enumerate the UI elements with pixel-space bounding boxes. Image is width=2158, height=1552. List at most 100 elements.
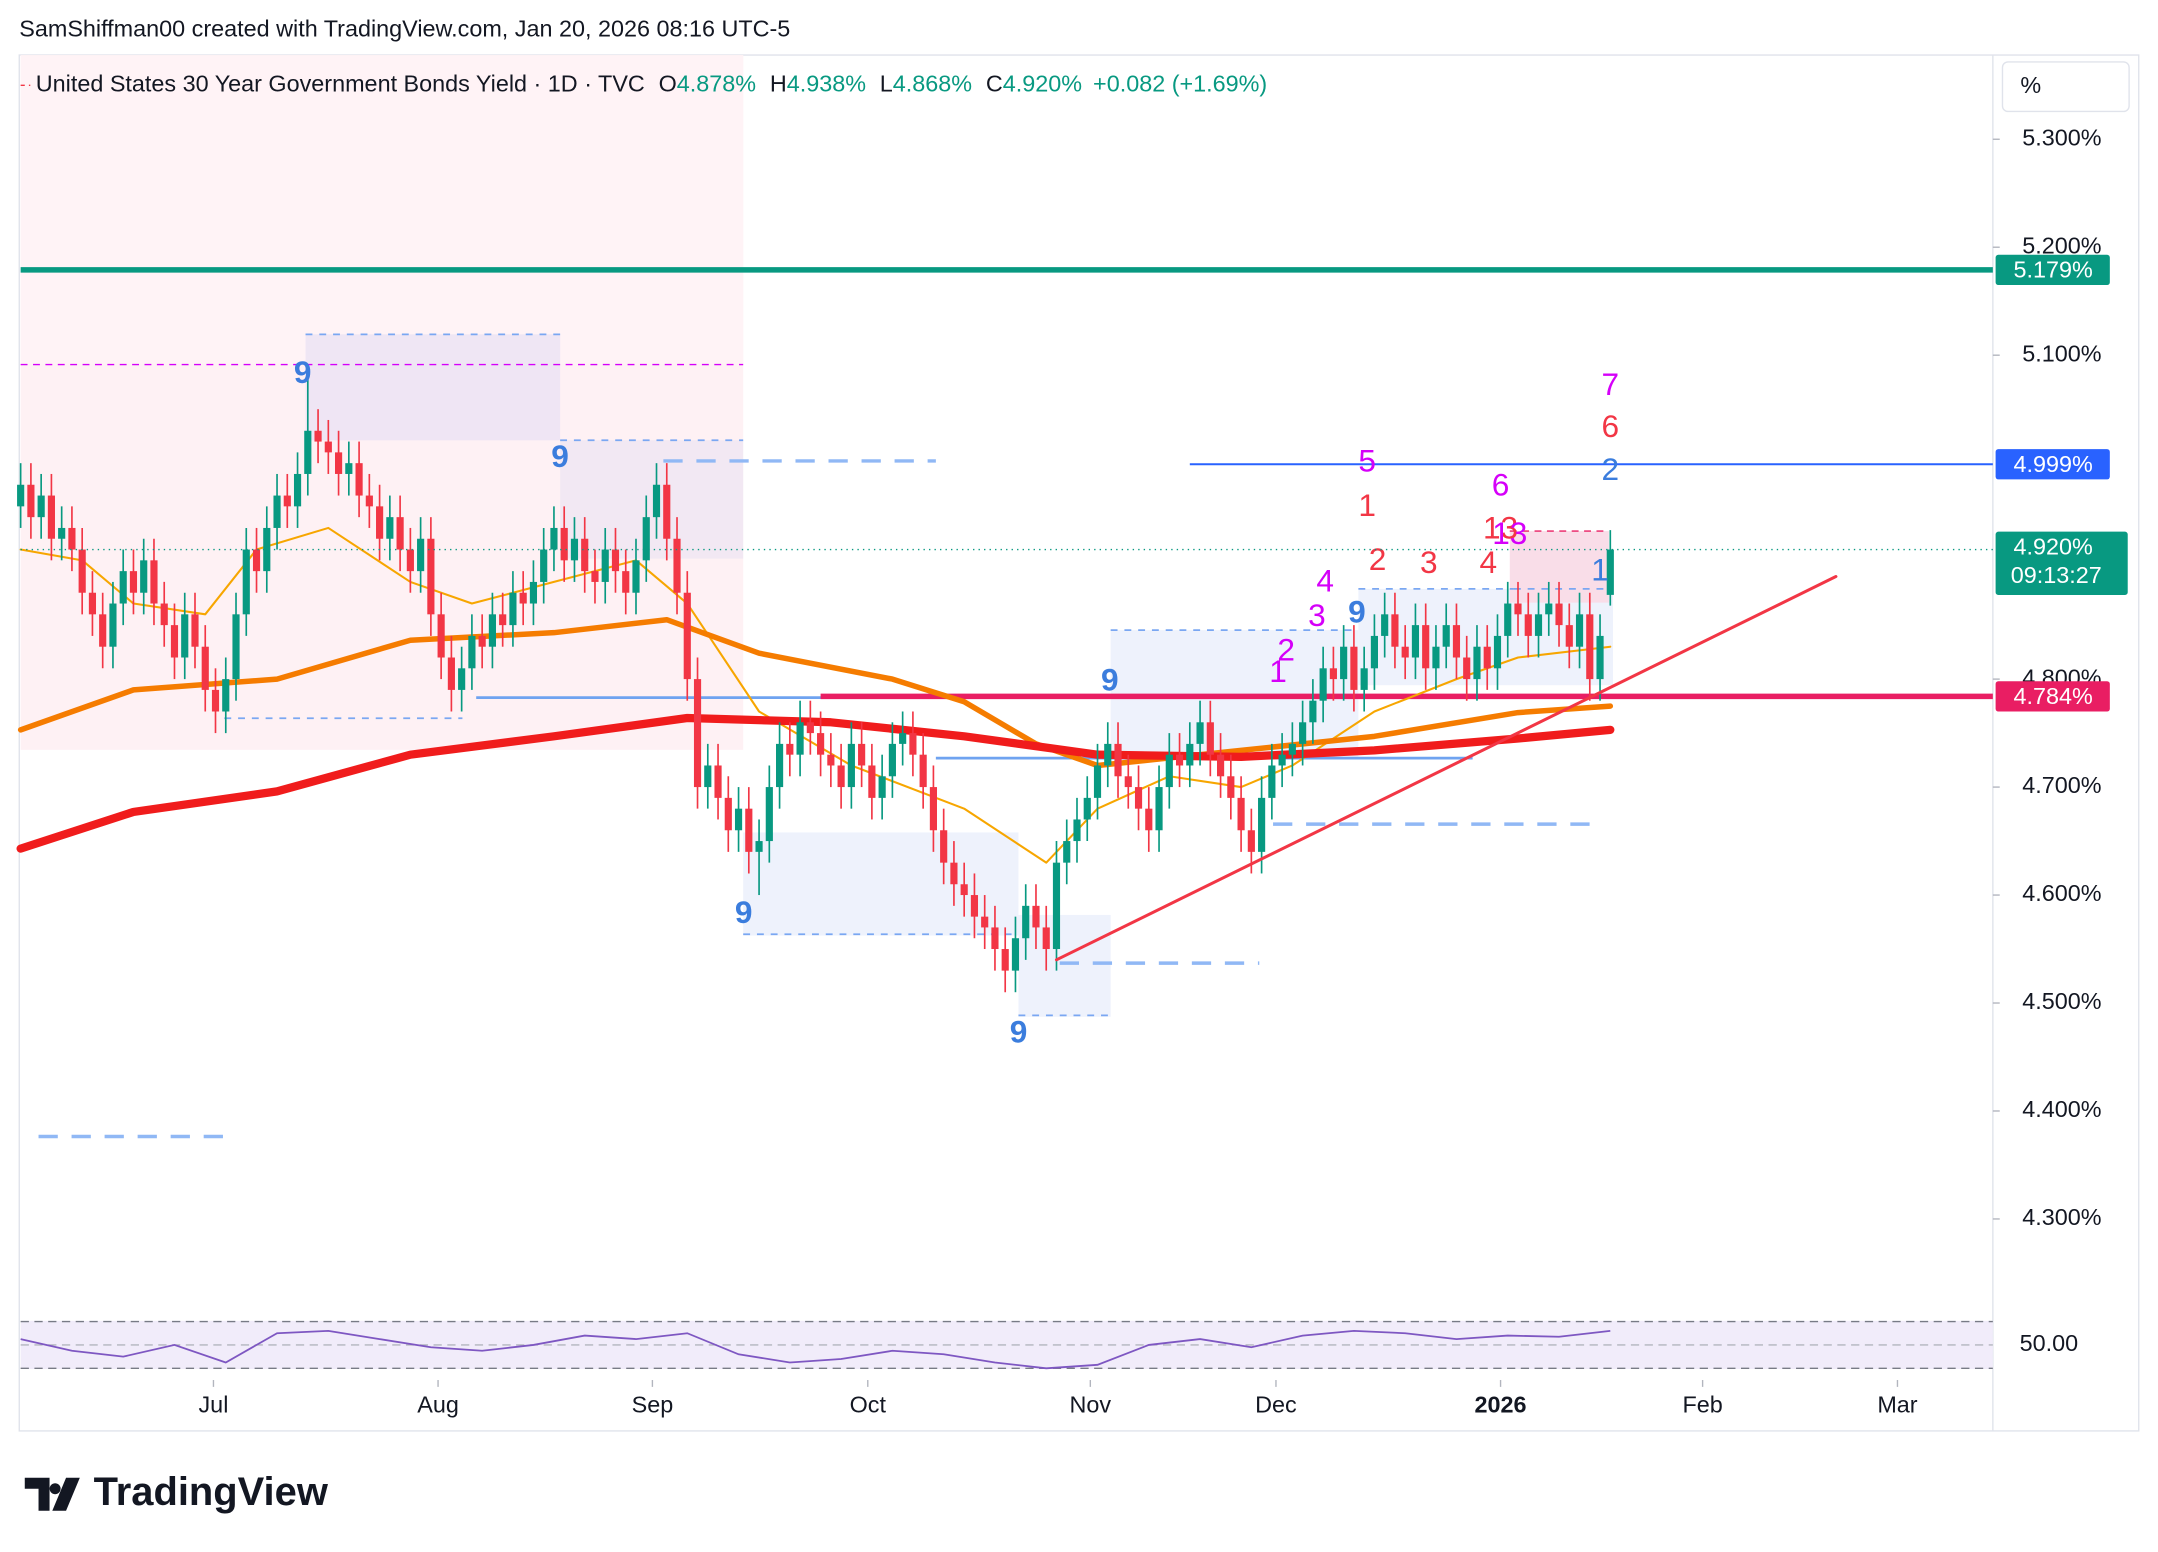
count-label: 9 <box>294 354 312 390</box>
candle-body <box>1155 787 1163 831</box>
logo <box>24 1477 80 1511</box>
candle-body <box>1237 797 1245 831</box>
candle-body <box>1268 765 1276 798</box>
candle-body <box>1350 646 1358 690</box>
count-label: 9 <box>735 894 753 930</box>
candle-body <box>129 571 138 593</box>
candle-body <box>817 733 825 755</box>
candle-body <box>693 679 702 788</box>
candle-body <box>1083 797 1091 820</box>
candle-body <box>950 862 958 885</box>
candle-body <box>283 495 291 507</box>
candle-body <box>88 592 97 615</box>
candle-body <box>365 495 373 507</box>
logo-text: TradingView <box>94 1470 329 1514</box>
candle-body <box>211 689 220 712</box>
candle-body <box>1206 722 1214 755</box>
last-price-label: 4.920% <box>2013 533 2092 559</box>
candle-body <box>242 549 250 615</box>
candle-body <box>847 743 855 788</box>
candle-body <box>570 538 579 561</box>
candle-body <box>1514 603 1522 615</box>
candle-body <box>1473 646 1481 680</box>
candle-body <box>1258 797 1266 852</box>
candle-body <box>1565 625 1573 647</box>
candle-body <box>1001 949 1009 971</box>
candle-body <box>745 808 753 852</box>
candle-body <box>1442 625 1450 647</box>
count-label: 9 <box>551 438 569 474</box>
zone <box>1018 914 1111 1017</box>
count-label: 6 <box>1602 408 1620 444</box>
candle-body <box>1483 646 1491 669</box>
candle-body <box>1432 646 1440 669</box>
candle-body <box>909 733 917 755</box>
candle-body <box>509 592 517 626</box>
change: +0.082 (+1.69%) <box>1093 70 1267 96</box>
x-tick-label: 2026 <box>1475 1391 1527 1417</box>
candle-body <box>355 463 363 496</box>
candle-body <box>755 841 763 852</box>
ohlc-name: H <box>770 70 787 96</box>
level-badge <box>1995 449 2110 480</box>
candle-body <box>1340 646 1348 680</box>
candle-body <box>252 549 261 572</box>
unit[interactable]: % <box>2020 72 2041 98</box>
candle-body <box>150 560 158 604</box>
candle-body <box>1073 819 1081 842</box>
candle-body <box>981 916 989 928</box>
candle-body <box>406 549 414 572</box>
ohlc-name: L <box>880 70 893 96</box>
zone <box>20 55 744 365</box>
ohlc-name: C <box>986 70 1003 96</box>
candle-body <box>1093 765 1102 798</box>
candle-body <box>447 657 455 690</box>
candle-body <box>683 592 691 680</box>
candle-body <box>58 527 66 539</box>
candle-body <box>47 495 55 539</box>
candle-body <box>642 517 650 561</box>
candle-body <box>458 668 466 690</box>
candle-body <box>273 495 281 528</box>
level-label: 4.784% <box>2013 683 2092 709</box>
candle-body <box>345 463 353 474</box>
level-badge <box>1995 681 2110 712</box>
candle-body <box>652 484 661 518</box>
candle-body <box>765 787 773 842</box>
count-label: 7 <box>1602 366 1620 402</box>
dash-lines <box>38 459 1604 1139</box>
count-label: 2 <box>1602 451 1620 487</box>
count-label: 9 <box>1101 662 1119 698</box>
candle-body <box>878 776 886 798</box>
candle-body <box>1175 754 1184 766</box>
candle-body <box>1063 841 1071 863</box>
candle-body <box>611 549 620 572</box>
candle-body <box>1145 808 1153 831</box>
moving-average <box>16 713 1615 853</box>
candle-body <box>263 527 271 572</box>
candle-body <box>99 614 107 647</box>
candle-body <box>1227 776 1235 798</box>
candle-body <box>868 765 876 798</box>
frame <box>18 54 2140 1432</box>
ohlc-header: United States 30 Year Government Bonds Y… <box>36 70 1267 96</box>
candle-body <box>704 765 712 788</box>
candle-body <box>1606 549 1614 595</box>
x-tick-label: Sep <box>632 1391 674 1417</box>
ohlc-value: 4.868% <box>893 70 972 96</box>
moving-average <box>17 616 1614 769</box>
candle-body <box>960 884 968 896</box>
ohlc-name: O <box>659 70 677 96</box>
candle-body <box>1411 625 1420 658</box>
unit-button[interactable] <box>2001 61 2130 113</box>
candle-body <box>734 808 743 831</box>
x-tick-label: Dec <box>1255 1391 1297 1417</box>
candle-body <box>68 527 76 550</box>
candle-body <box>888 743 896 777</box>
candle-body <box>622 571 630 593</box>
credit: SamShiffman00 created with TradingView.c… <box>19 15 790 41</box>
candle-body <box>119 571 127 604</box>
candle-body <box>1114 743 1122 777</box>
